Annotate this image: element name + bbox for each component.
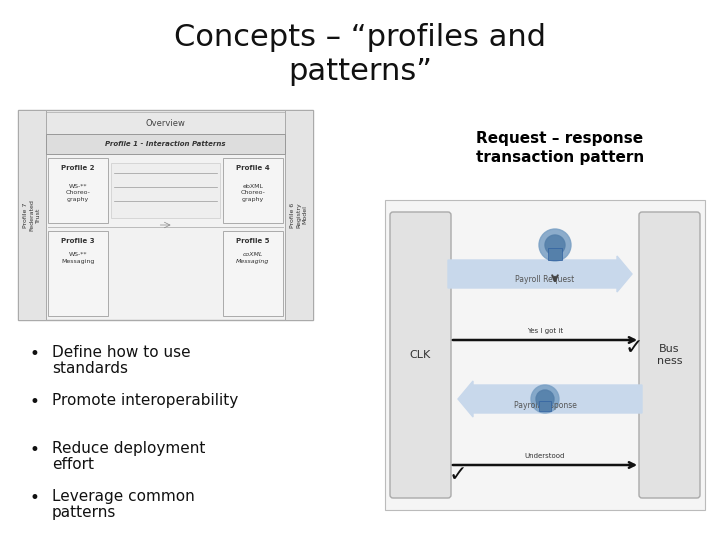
FancyBboxPatch shape [18,110,46,320]
Text: •: • [30,345,40,363]
Text: Profile 6
Registry
Model: Profile 6 Registry Model [290,202,307,228]
Text: Overview: Overview [145,118,186,127]
Text: Profile 7
Federated
Trust: Profile 7 Federated Trust [23,199,41,231]
Text: CLK: CLK [410,350,431,360]
Text: Profile 5: Profile 5 [236,238,270,244]
FancyBboxPatch shape [539,401,551,411]
Text: ✓: ✓ [625,338,643,358]
FancyBboxPatch shape [639,212,700,498]
Text: coXML
Messaging: coXML Messaging [236,252,270,264]
Text: Profile 4: Profile 4 [236,165,270,171]
FancyBboxPatch shape [223,231,283,316]
Text: Reduce deployment: Reduce deployment [52,441,205,456]
FancyBboxPatch shape [111,163,220,218]
Text: Define how to use: Define how to use [52,345,191,360]
FancyBboxPatch shape [48,158,108,223]
Text: •: • [30,393,40,411]
Text: ✓: ✓ [449,465,467,485]
Text: standards: standards [52,361,128,376]
FancyArrow shape [448,256,632,292]
FancyBboxPatch shape [390,212,451,498]
Circle shape [545,235,565,255]
Text: Profile 3: Profile 3 [61,238,95,244]
FancyBboxPatch shape [223,158,283,223]
Text: effort: effort [52,457,94,472]
FancyBboxPatch shape [18,110,313,320]
Text: •: • [30,441,40,459]
Text: Payroll Request: Payroll Request [516,275,575,285]
Text: WS-**
Choreo-
graphy: WS-** Choreo- graphy [66,184,91,202]
Text: ebXML
Choreo-
graphy: ebXML Choreo- graphy [240,184,266,202]
Text: patterns: patterns [52,505,117,520]
Text: patterns”: patterns” [288,57,432,86]
FancyBboxPatch shape [20,112,311,134]
FancyArrow shape [458,381,642,417]
Text: •: • [30,489,40,507]
FancyBboxPatch shape [548,248,562,260]
Text: Bus
ness: Bus ness [657,344,683,366]
Text: Leverage common: Leverage common [52,489,194,504]
Text: Yes I got it: Yes I got it [527,328,563,334]
Circle shape [536,390,554,408]
Text: Profile 1 - Interaction Patterns: Profile 1 - Interaction Patterns [105,141,226,147]
Text: Payroll response: Payroll response [513,401,577,409]
Text: Request – response
transaction pattern: Request – response transaction pattern [476,131,644,165]
FancyBboxPatch shape [46,134,285,154]
Circle shape [531,385,559,413]
Text: Concepts – “profiles and: Concepts – “profiles and [174,24,546,52]
Text: Profile 2: Profile 2 [61,165,95,171]
Text: Promote interoperability: Promote interoperability [52,393,238,408]
Text: WS-**
Messaging: WS-** Messaging [61,252,95,264]
FancyBboxPatch shape [285,110,313,320]
Text: Understood: Understood [525,453,565,459]
Circle shape [539,229,571,261]
FancyBboxPatch shape [48,231,108,316]
FancyBboxPatch shape [385,200,705,510]
